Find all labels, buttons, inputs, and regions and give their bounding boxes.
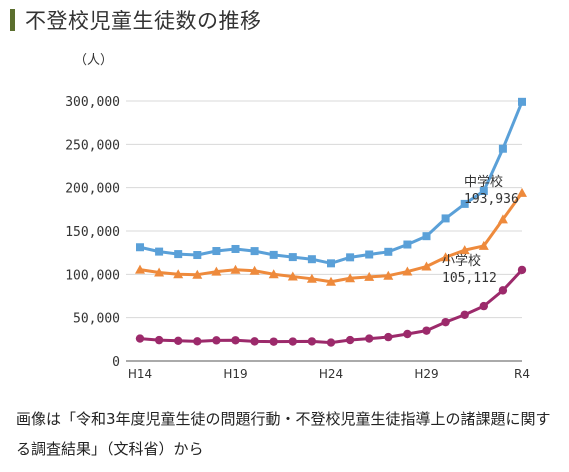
data-point-circle: [517, 265, 527, 275]
data-point-circle: [288, 337, 297, 346]
data-point-triangle: [135, 264, 145, 274]
series-end-value: 193,936: [464, 192, 519, 207]
series-end-label: 中学校: [464, 174, 503, 190]
data-point-circle: [307, 337, 317, 346]
data-point-circle: [135, 334, 145, 343]
heading-accent-bar: [10, 9, 15, 31]
data-point-square: [327, 259, 335, 268]
data-point-square: [269, 250, 278, 259]
data-point-circle: [154, 335, 164, 345]
data-point-circle: [231, 336, 240, 345]
x-tick-label: H14: [128, 367, 152, 381]
data-point-square: [155, 247, 164, 256]
y-tick-label: 250,000: [65, 138, 120, 153]
data-point-triangle: [383, 270, 394, 280]
data-point-circle: [326, 338, 336, 347]
series-end-value: 105,112: [442, 271, 497, 286]
y-tick-label: 100,000: [65, 268, 120, 283]
line-chart: （人） 0 50,000 100,000 150,000 200,000 250,000 30…: [65, 53, 530, 381]
x-tick-label: R4: [514, 367, 530, 381]
data-point-circle: [365, 334, 374, 343]
data-point-triangle: [421, 261, 432, 271]
data-point-circle: [422, 326, 431, 335]
data-point-triangle: [211, 266, 222, 276]
data-point-triangle: [230, 264, 241, 274]
data-point-square: [231, 244, 240, 253]
x-tick-label: H29: [414, 367, 438, 381]
data-point-square: [250, 247, 259, 256]
data-point-circle: [403, 329, 412, 339]
y-tick-label: 150,000: [65, 225, 120, 240]
data-point-triangle: [173, 269, 184, 279]
data-point-circle: [460, 310, 469, 319]
data-point-triangle: [497, 214, 508, 224]
data-point-triangle: [326, 276, 336, 286]
x-tick-label: H19: [223, 367, 247, 381]
data-point-triangle: [192, 269, 203, 279]
data-point-square: [384, 247, 393, 256]
data-point-square: [136, 243, 144, 252]
data-point-square: [441, 214, 450, 223]
data-point-triangle: [345, 273, 356, 283]
y-unit-label: （人）: [74, 53, 113, 68]
data-point-square: [174, 250, 183, 259]
data-point-triangle: [287, 271, 298, 281]
data-point-square: [422, 232, 431, 241]
x-tick-label: H24: [319, 367, 343, 381]
data-point-triangle: [268, 269, 279, 279]
data-point-square: [498, 144, 507, 153]
data-point-triangle: [306, 273, 317, 283]
data-point-square: [212, 247, 221, 256]
data-point-square: [479, 187, 488, 196]
data-point-circle: [441, 317, 450, 327]
data-point-circle: [269, 337, 278, 346]
data-point-circle: [174, 336, 183, 345]
data-point-square: [518, 97, 526, 106]
data-point-square: [403, 240, 412, 249]
page-title: 不登校児童生徒数の推移: [25, 9, 262, 33]
y-tick-label: 300,000: [65, 95, 120, 110]
data-point-circle: [479, 301, 488, 311]
data-point-triangle: [402, 266, 413, 276]
data-point-square: [346, 253, 355, 262]
data-point-triangle: [364, 271, 375, 281]
data-point-square: [365, 250, 374, 259]
data-point-triangle: [440, 252, 451, 262]
data-point-square: [460, 199, 469, 208]
data-point-triangle: [517, 187, 527, 197]
data-point-circle: [250, 337, 259, 346]
data-point-circle: [345, 335, 355, 345]
data-point-circle: [193, 337, 202, 346]
data-point-circle: [384, 332, 393, 342]
y-tick-label: 0: [112, 355, 120, 370]
data-point-square: [288, 253, 297, 262]
data-point-triangle: [249, 265, 260, 275]
data-point-triangle: [459, 245, 470, 255]
page-heading: 不登校児童生徒数の推移: [10, 6, 262, 34]
data-point-square: [307, 255, 316, 264]
y-tick-label: 200,000: [65, 182, 120, 197]
data-point-triangle: [478, 240, 489, 250]
data-point-triangle: [154, 267, 165, 277]
data-point-circle: [498, 286, 508, 295]
y-tick-label: 50,000: [73, 312, 120, 327]
source-caption: 画像は「令和3年度児童生徒の問題行動・不登校児童生徒指導上の諸課題に関する調査結…: [16, 410, 551, 458]
data-point-circle: [212, 336, 221, 345]
data-point-square: [193, 251, 202, 260]
series-end-label: 小学校: [442, 253, 481, 269]
